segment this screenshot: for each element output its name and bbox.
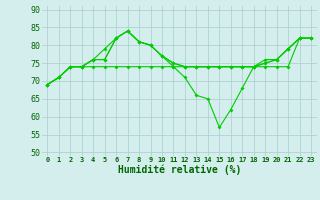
X-axis label: Humidité relative (%): Humidité relative (%) bbox=[117, 164, 241, 175]
